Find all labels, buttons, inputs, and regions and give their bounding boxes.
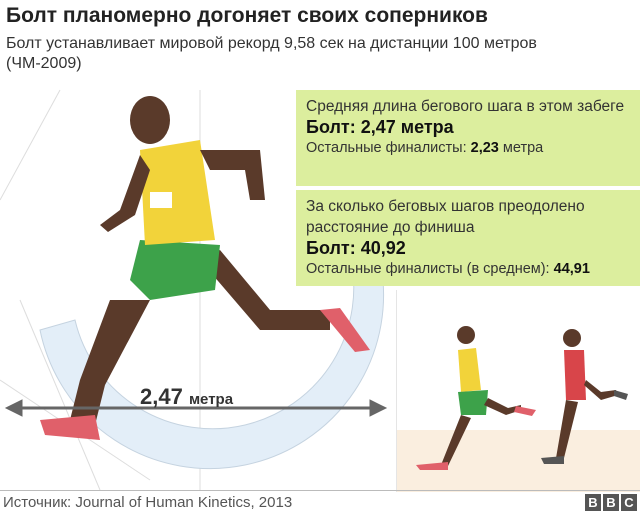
footer-divider: [0, 490, 640, 491]
bolt-stride: Болт: 2,47 метра: [306, 117, 454, 137]
bolt-steps: Болт: 40,92: [306, 238, 406, 258]
measure-arrow: [4, 399, 388, 417]
source-credit: Источник: Journal of Human Kinetics, 201…: [3, 494, 293, 511]
stride-question: Средняя длина бегового шага в этом забег…: [306, 98, 625, 115]
others-stride: Остальные финалисты: 2,23 метра: [306, 140, 544, 156]
steps-question: За сколько беговых шагов преодолено расс…: [306, 198, 585, 236]
runners-comparison-illustration: [396, 290, 640, 492]
step-count-box: За сколько беговых шагов преодолено расс…: [296, 190, 640, 286]
bbc-logo-letter: C: [621, 494, 637, 511]
bolt-small-figure: [416, 326, 536, 470]
bbc-logo-letter: B: [603, 494, 619, 511]
stride-length-box: Средняя длина бегового шага в этом забег…: [296, 90, 640, 186]
page-title: Болт планомерно догоняет своих сопернико…: [6, 4, 488, 27]
stride-length-label: 2,47 метра: [140, 384, 234, 409]
bbc-logo: B B C: [585, 494, 637, 511]
bbc-logo-letter: B: [585, 494, 601, 511]
others-steps: Остальные финалисты (в среднем): 44,91: [306, 261, 590, 277]
rival-small-figure: [541, 329, 628, 464]
page-subtitle: Болт устанавливает мировой рекорд 9,58 с…: [6, 35, 537, 72]
bolt-figure: [40, 96, 370, 440]
